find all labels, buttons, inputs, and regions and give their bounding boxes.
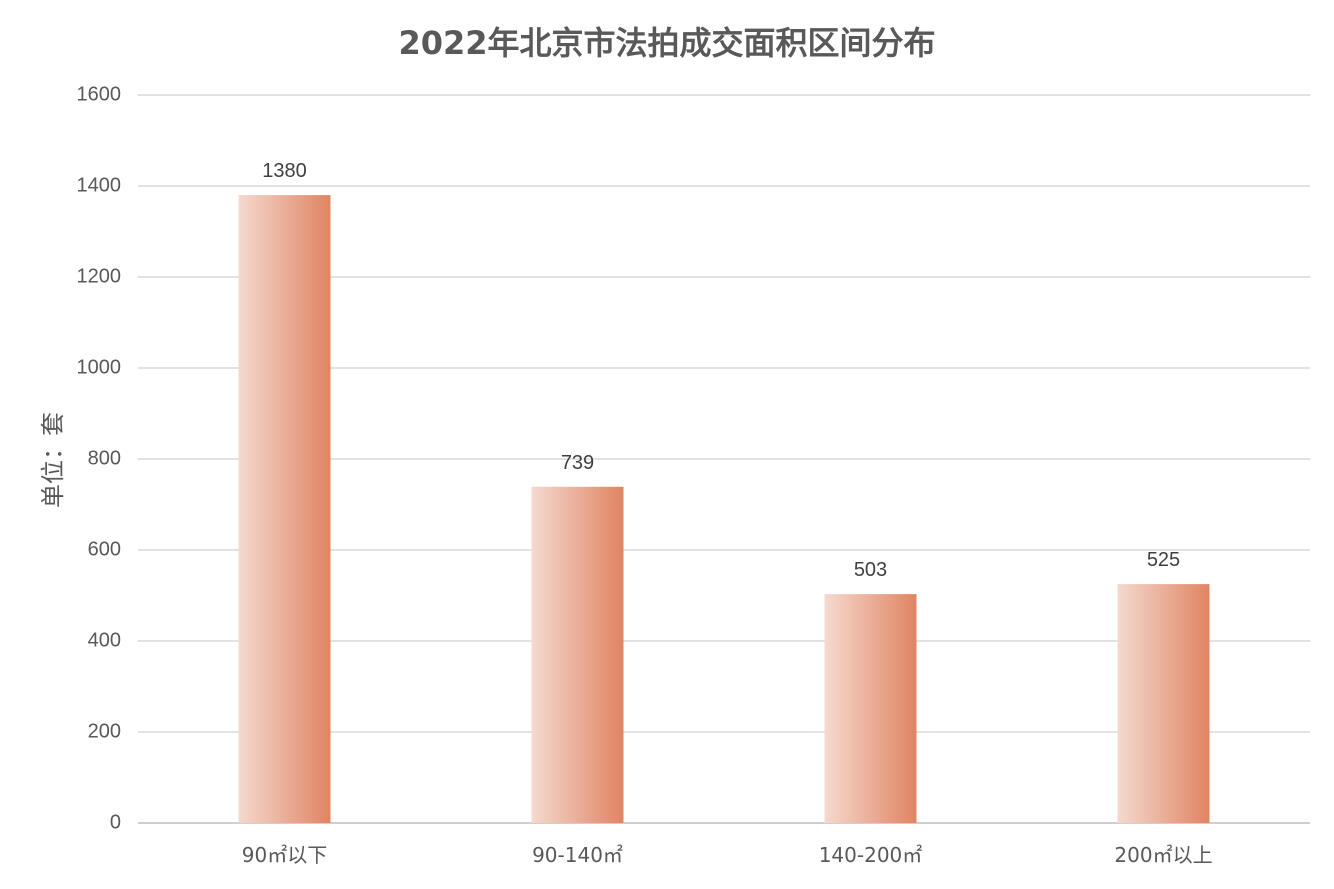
y-tick-labels: 0 200 400 600 800 1000 1200 1400 1600 <box>77 83 122 833</box>
chart-title: 2022年北京市法拍成交面积区间分布 <box>398 24 936 62</box>
y-axis-label: 单位：套 <box>39 412 67 508</box>
y-tick-label: 200 <box>88 720 121 742</box>
y-tick-label: 1400 <box>77 174 122 196</box>
x-category-label: 140-200㎡ <box>819 843 923 867</box>
bar <box>824 594 917 823</box>
x-category-labels: 90㎡以下 90-140㎡ 140-200㎡ 200㎡以上 <box>242 843 1213 867</box>
x-category-label: 90㎡以下 <box>242 843 327 867</box>
y-tick-label: 400 <box>88 629 121 651</box>
bar <box>531 486 624 823</box>
x-category-label: 90-140㎡ <box>532 843 623 867</box>
y-tick-label: 0 <box>110 811 121 833</box>
data-label: 1380 <box>262 160 307 182</box>
y-tick-label: 800 <box>88 447 121 469</box>
bars <box>238 195 1210 824</box>
bar <box>1117 584 1210 823</box>
y-tick-label: 1200 <box>77 265 122 287</box>
data-label: 739 <box>561 452 594 474</box>
y-tick-label: 1000 <box>77 356 122 378</box>
y-tick-label: 1600 <box>77 83 122 105</box>
x-category-label: 200㎡以上 <box>1114 843 1212 867</box>
data-label: 525 <box>1147 549 1180 571</box>
data-labels: 1380 739 503 525 <box>262 160 1180 581</box>
gridlines <box>138 94 1310 824</box>
bar <box>238 195 331 824</box>
data-label: 503 <box>854 559 887 581</box>
y-tick-label: 600 <box>88 538 121 560</box>
